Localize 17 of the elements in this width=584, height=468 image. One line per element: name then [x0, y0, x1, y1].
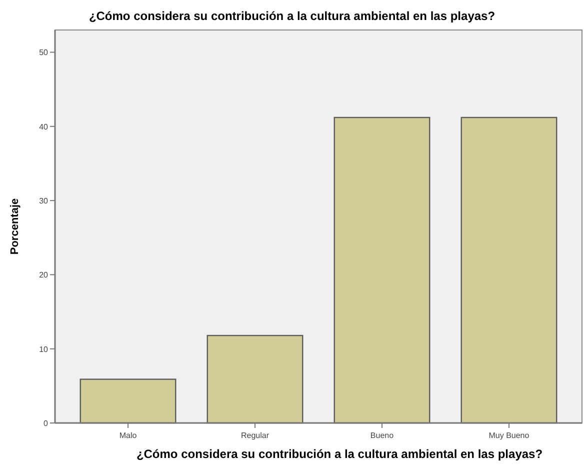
bar	[460, 116, 558, 424]
x-tick-label: Bueno	[370, 431, 394, 440]
y-tick-label: 30	[39, 196, 49, 206]
y-tick-label: 10	[39, 344, 49, 354]
x-tick-label: Malo	[119, 431, 138, 440]
x-tick-label: Regular	[241, 431, 270, 440]
bar	[80, 378, 176, 424]
y-axis-title: Porcentaje	[9, 198, 21, 255]
bar	[334, 116, 430, 424]
y-tick-label: 40	[39, 122, 49, 132]
chart-title: ¿Cómo considera su contribución a la cultura ambiental en las playas?	[88, 9, 496, 23]
y-tick-label: 20	[39, 270, 49, 280]
bar	[206, 334, 304, 424]
x-tick-label: Muy Bueno	[488, 431, 530, 440]
y-tick-label: 0	[44, 419, 49, 428]
x-axis-title: ¿Cómo considera su contribución a la cultura ambiental en las playas?	[136, 447, 543, 461]
y-tick-label: 50	[39, 48, 49, 58]
